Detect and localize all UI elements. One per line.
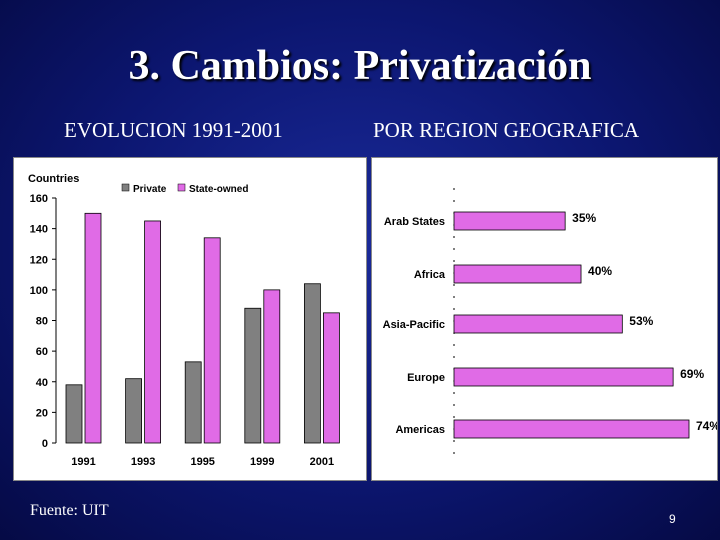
- value-label: 40%: [588, 264, 612, 278]
- region-label: Asia-Pacific: [383, 319, 445, 331]
- y-tick-label: 40: [36, 377, 48, 389]
- y-tick-label: 80: [36, 316, 48, 328]
- bar-state-owned-1995: [203, 237, 221, 444]
- bar-africa: [453, 264, 582, 284]
- right-chart-heading: POR REGION GEOGRAFICA: [373, 118, 640, 142]
- y-tick-label: 0: [42, 438, 48, 450]
- legend-label-private: Private: [133, 184, 167, 195]
- value-label: 74%: [696, 419, 717, 433]
- region-labels: Arab States Africa Asia-Pacific Europe Ameri…: [383, 188, 455, 458]
- value-label: 35%: [572, 211, 596, 225]
- bar-state-owned-1999: [263, 289, 281, 444]
- legend-swatch-private: [121, 183, 130, 192]
- y-tick-label: 140: [30, 224, 48, 236]
- evolution-chart: Countries Private State-owned 0 20 40 60 80 1…: [28, 173, 340, 468]
- x-axis-labels: 1991 1993 1995 1999 2001: [71, 456, 334, 468]
- value-label: 53%: [629, 314, 653, 328]
- y-tick-label: 160: [30, 193, 48, 205]
- x-tick-label: 1993: [131, 456, 155, 468]
- value-label: 69%: [680, 367, 704, 381]
- region-label: Europe: [407, 372, 445, 384]
- region-bars: [453, 211, 690, 439]
- region-label: Arab States: [384, 216, 445, 228]
- bar-private-2001: [303, 283, 321, 444]
- bar-state-owned-2001: [322, 312, 340, 444]
- region-chart: Arab States Africa Asia-Pacific Europe Ameri…: [383, 188, 717, 458]
- left-chart-heading: EVOLUCION 1991-2001: [64, 118, 283, 142]
- x-tick-label: 1991: [71, 456, 95, 468]
- source-note: Fuente: UIT: [30, 502, 109, 519]
- region-chart-panel: Arab States Africa Asia-Pacific Europe Ameri…: [371, 157, 718, 481]
- x-tick-label: 1995: [190, 456, 214, 468]
- y-tick-label: 60: [36, 346, 48, 358]
- legend-label-state-owned: State-owned: [189, 184, 248, 195]
- bar-state-owned-1993: [144, 220, 162, 444]
- y-tick-label: 20: [36, 407, 48, 419]
- page-number: 9: [669, 512, 676, 526]
- evolution-chart-panel: Countries Private State-owned 0 20 40 60 80 1…: [13, 157, 367, 481]
- bar-private-1995: [184, 361, 202, 444]
- region-label: Americas: [395, 424, 445, 436]
- slide-title: 3. Cambios: Privatización: [128, 43, 592, 89]
- bar-private-1991: [65, 384, 83, 444]
- region-label: Africa: [414, 269, 446, 281]
- y-tick-label: 100: [30, 285, 48, 297]
- x-tick-label: 2001: [310, 456, 334, 468]
- y-axis-ticks: 0 20 40 60 80 100 120 140 160: [30, 193, 57, 450]
- legend-swatch-state-owned: [177, 183, 186, 192]
- bar-private-1999: [244, 307, 262, 444]
- x-tick-label: 1999: [250, 456, 274, 468]
- bar-asia-pacific: [453, 314, 623, 334]
- bar-state-owned-1991: [84, 212, 102, 444]
- y-tick-label: 120: [30, 254, 48, 266]
- bar-private-1993: [125, 378, 142, 444]
- bars: [65, 212, 340, 444]
- bar-europe: [453, 367, 674, 387]
- legend: Private State-owned: [121, 183, 248, 195]
- bar-americas: [453, 419, 690, 439]
- bar-arab-states: [453, 211, 566, 231]
- region-value-labels: 35% 40% 53% 69% 74%: [572, 211, 717, 433]
- y-axis-label: Countries: [28, 173, 79, 185]
